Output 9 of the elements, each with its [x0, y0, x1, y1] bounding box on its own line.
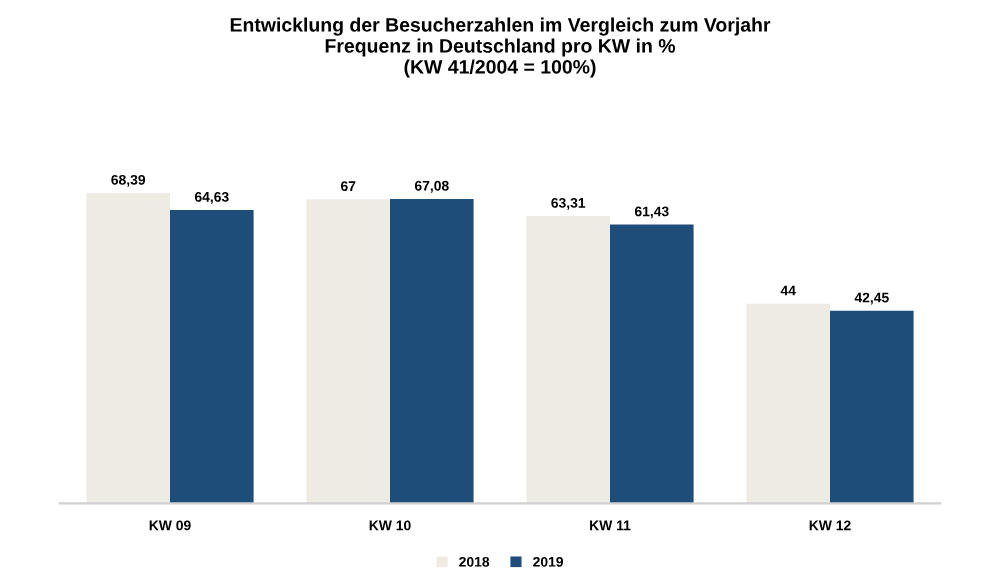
bar	[390, 198, 474, 504]
bar	[526, 216, 610, 504]
bar	[746, 303, 830, 504]
bar	[306, 199, 390, 504]
bar	[610, 224, 694, 504]
chart-title: Entwicklung der Besucherzahlen im Vergleich zum Vorjahr Frequenz in Deutschland pro KW in % (KW 41/2004 = 100%)	[230, 17, 771, 78]
bar	[86, 193, 170, 504]
bar	[170, 210, 254, 504]
bar	[830, 310, 914, 504]
